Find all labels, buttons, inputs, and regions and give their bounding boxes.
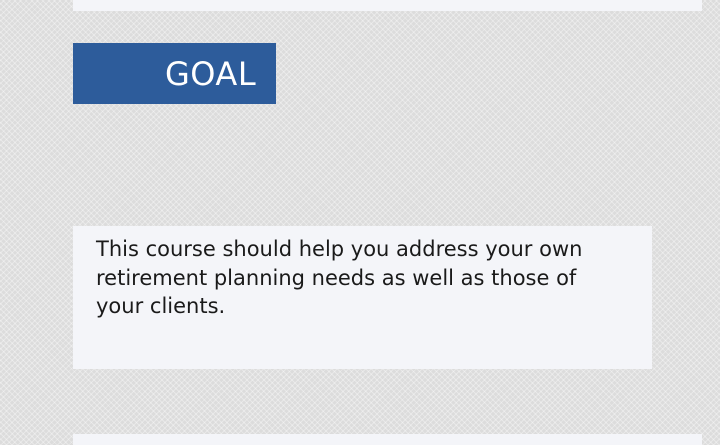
top-content-panel (73, 0, 702, 11)
goal-heading: GOAL (165, 55, 257, 93)
goal-description: This course should help you address your… (96, 237, 583, 318)
goal-heading-banner: GOAL (73, 43, 276, 104)
goal-content-panel: This course should help you address your… (73, 226, 652, 369)
bottom-content-panel (73, 434, 702, 445)
